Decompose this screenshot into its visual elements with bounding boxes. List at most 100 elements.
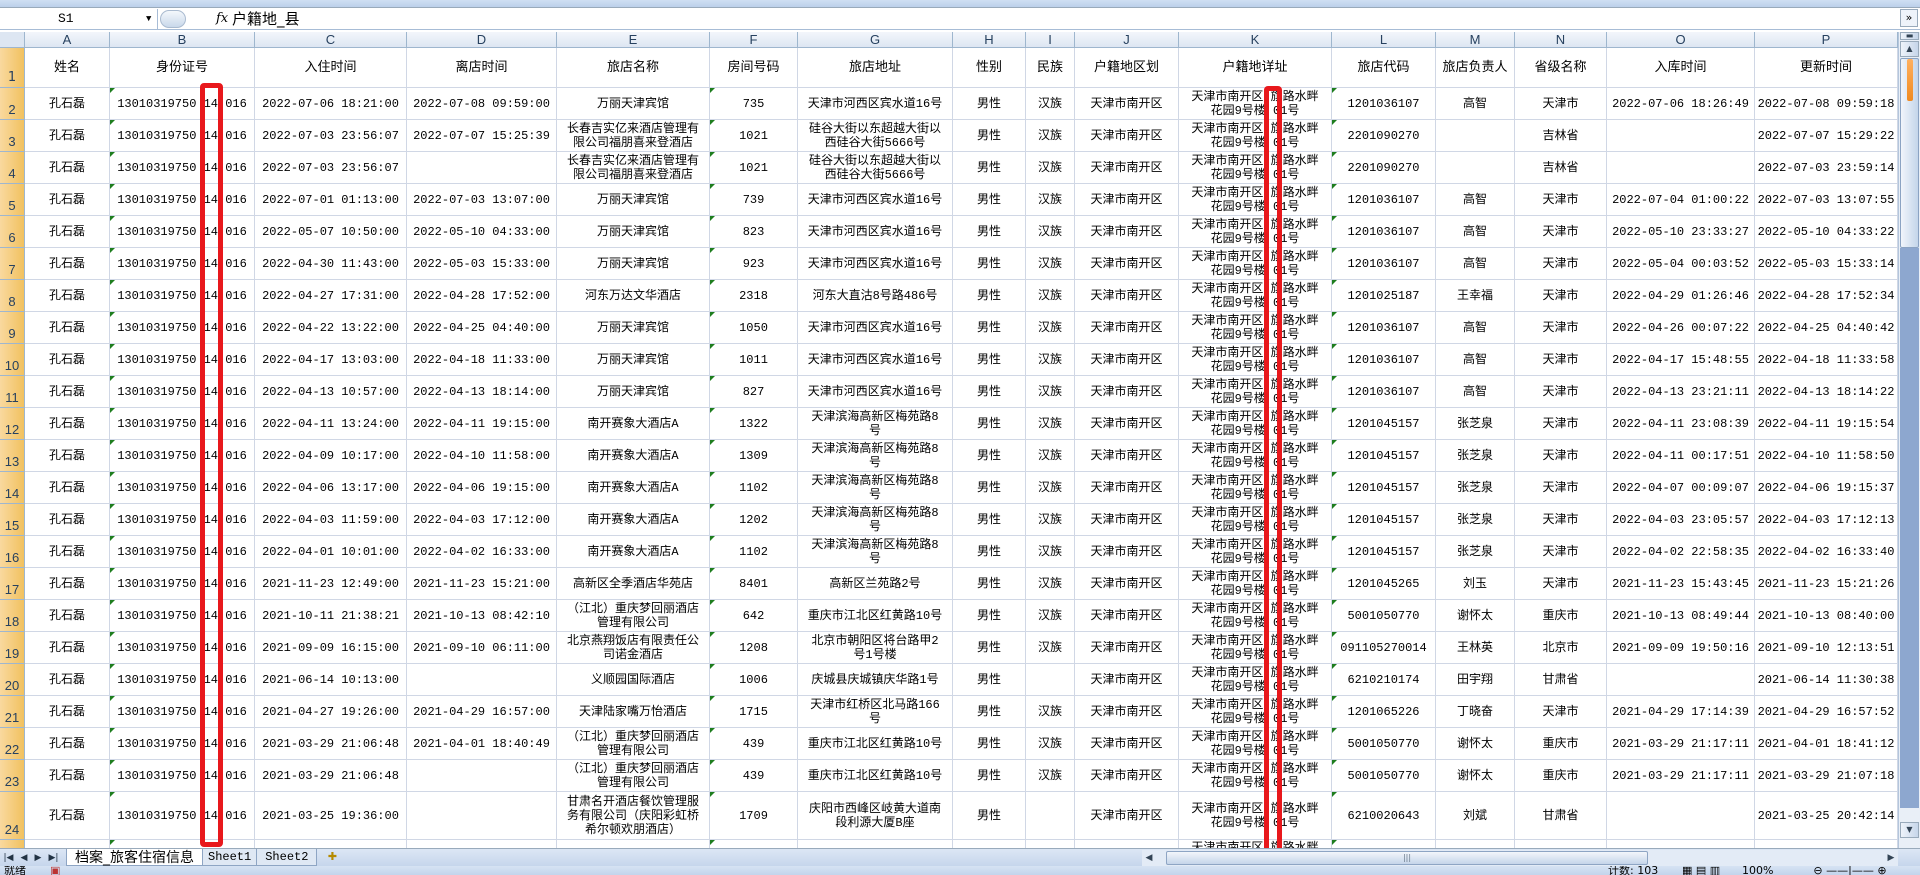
cell[interactable]: 天津市 xyxy=(1515,376,1607,408)
cell[interactable]: 5001050770 xyxy=(1332,760,1436,792)
cell[interactable]: 孔石磊 xyxy=(25,440,110,472)
cell[interactable]: 天津市南开区 xyxy=(1075,536,1179,568)
cell[interactable] xyxy=(1026,664,1075,696)
cell[interactable]: 2318 xyxy=(710,280,798,312)
cell[interactable] xyxy=(255,840,407,848)
cell[interactable]: 1201036107 xyxy=(1332,376,1436,408)
cell[interactable]: 天津市河西区宾水道16号 xyxy=(798,376,953,408)
row-header[interactable]: 15 xyxy=(0,504,25,536)
cell[interactable]: 男性 xyxy=(953,760,1026,792)
cell[interactable]: 天津市南开区 xyxy=(1075,792,1179,840)
cell[interactable]: 天津市河西区宾水道16号 xyxy=(798,184,953,216)
cell[interactable]: 男性 xyxy=(953,728,1026,760)
cell[interactable]: 张芝泉 xyxy=(1436,504,1515,536)
cell[interactable]: 男性 xyxy=(953,536,1026,568)
cell[interactable]: 孔石磊 xyxy=(25,536,110,568)
cell[interactable]: 义顺园国际酒店 xyxy=(557,664,710,696)
cell[interactable]: 13010319750 14 016 xyxy=(110,312,255,344)
row-header[interactable]: 9 xyxy=(0,312,25,344)
row-header[interactable]: 12 xyxy=(0,408,25,440)
cell[interactable]: 2021-04-27 19:26:00 xyxy=(255,696,407,728)
cell[interactable]: 男性 xyxy=(953,376,1026,408)
cell[interactable]: 天津市南开区 xyxy=(1075,248,1179,280)
cell[interactable]: 1201045157 xyxy=(1332,408,1436,440)
cell[interactable]: 2022-04-13 18:14:22 xyxy=(1755,376,1898,408)
cell[interactable]: 天津市南开区 旗路水畔花园9号楼 01号 xyxy=(1179,632,1332,664)
cell[interactable]: 2022-04-26 00:07:22 xyxy=(1607,312,1755,344)
cell[interactable]: 高智 xyxy=(1436,312,1515,344)
macro-record-icon[interactable]: ▣ xyxy=(50,866,61,875)
column-header-c[interactable]: C xyxy=(255,32,407,48)
cell[interactable]: 2021-09-09 19:50:16 xyxy=(1607,632,1755,664)
cell[interactable]: 男性 xyxy=(953,88,1026,120)
cell[interactable]: 天津市南开区 xyxy=(1075,280,1179,312)
cell[interactable]: 1202 xyxy=(710,504,798,536)
cell[interactable]: 高智 xyxy=(1436,376,1515,408)
cell[interactable]: 孔石磊 xyxy=(25,696,110,728)
cell[interactable]: 2022-05-10 23:33:27 xyxy=(1607,216,1755,248)
cell[interactable]: 孔石磊 xyxy=(25,568,110,600)
cell[interactable] xyxy=(110,840,255,848)
cell[interactable]: 1709 xyxy=(710,792,798,840)
cell[interactable]: 天津市 xyxy=(1515,408,1607,440)
cell[interactable]: 男性 xyxy=(953,280,1026,312)
cell[interactable]: 2022-04-30 11:43:00 xyxy=(255,248,407,280)
cell[interactable]: 6210210174 xyxy=(1332,664,1436,696)
cell[interactable]: 2021-04-01 18:41:12 xyxy=(1755,728,1898,760)
cell[interactable]: 1006 xyxy=(710,664,798,696)
cell[interactable] xyxy=(1436,840,1515,848)
cell[interactable]: 重庆市 xyxy=(1515,728,1607,760)
column-header-i[interactable]: I xyxy=(1026,32,1075,48)
cell[interactable]: 天津市南开区 旗路水畔花园9号楼 01号 xyxy=(1179,664,1332,696)
cell[interactable]: 汉族 xyxy=(1026,376,1075,408)
row-header[interactable]: 16 xyxy=(0,536,25,568)
scroll-up-icon[interactable]: ▲ xyxy=(1900,41,1919,57)
cell[interactable]: 南开赛象大酒店A xyxy=(557,472,710,504)
last-sheet-icon[interactable]: ▶| xyxy=(48,852,59,863)
cell[interactable]: 长春吉实亿来酒店管理有限公司福朋喜来登酒店 xyxy=(557,152,710,184)
header-cell[interactable]: 旅店名称 xyxy=(557,48,710,88)
cell[interactable]: 孔石磊 xyxy=(25,408,110,440)
cell[interactable]: 天津市南开区 旗路水畔花园9号楼 01号 xyxy=(1179,440,1332,472)
cell[interactable]: 天津市南开区 旗路水畔花园9号楼 01号 xyxy=(1179,248,1332,280)
cell[interactable]: 天津陆家嘴万怡酒店 xyxy=(557,696,710,728)
cell[interactable]: 高新区兰苑路2号 xyxy=(798,568,953,600)
cell[interactable]: 重庆市江北区红黄路10号 xyxy=(798,760,953,792)
cell[interactable]: 1201036107 xyxy=(1332,248,1436,280)
cell[interactable]: 男性 xyxy=(953,632,1026,664)
cell[interactable]: 2022-04-03 17:12:00 xyxy=(407,504,557,536)
cell[interactable] xyxy=(798,840,953,848)
cell[interactable]: 汉族 xyxy=(1026,568,1075,600)
cell[interactable]: 硅谷大街以东超越大街以西硅谷大街5666号 xyxy=(798,152,953,184)
cell[interactable]: 天津市 xyxy=(1515,536,1607,568)
cell[interactable]: 2021-04-29 16:57:00 xyxy=(407,696,557,728)
cell[interactable]: 2021-04-29 16:57:52 xyxy=(1755,696,1898,728)
column-header-n[interactable]: N xyxy=(1515,32,1607,48)
cell[interactable]: 2022-07-06 18:26:49 xyxy=(1607,88,1755,120)
cell[interactable]: 吉林省 xyxy=(1515,152,1607,184)
row-header[interactable]: 8 xyxy=(0,280,25,312)
row-header[interactable]: 17 xyxy=(0,568,25,600)
cell[interactable]: 13010319750 14 016 xyxy=(110,152,255,184)
cell[interactable]: 孔石磊 xyxy=(25,312,110,344)
cell[interactable]: 2022-07-08 09:59:00 xyxy=(407,88,557,120)
cell[interactable]: 张芝泉 xyxy=(1436,408,1515,440)
cell[interactable]: 13010319750 14 016 xyxy=(110,664,255,696)
cell[interactable]: 天津市 xyxy=(1515,312,1607,344)
cell[interactable]: 1021 xyxy=(710,152,798,184)
cell[interactable] xyxy=(1332,840,1436,848)
cell[interactable]: 1021 xyxy=(710,120,798,152)
row-header[interactable] xyxy=(0,840,25,848)
cell[interactable]: 万丽天津宾馆 xyxy=(557,312,710,344)
cell[interactable]: 天津市南开区 xyxy=(1075,568,1179,600)
cell[interactable]: 男性 xyxy=(953,248,1026,280)
cell[interactable]: 2022-04-25 04:40:00 xyxy=(407,312,557,344)
cell[interactable]: 天津市南开区 xyxy=(1075,472,1179,504)
cell[interactable]: 2022-04-01 10:01:00 xyxy=(255,536,407,568)
scroll-track[interactable] xyxy=(1900,248,1919,808)
cell[interactable]: 天津市南开区 xyxy=(1075,312,1179,344)
cell[interactable]: 923 xyxy=(710,248,798,280)
cell[interactable] xyxy=(407,664,557,696)
cell[interactable]: 1715 xyxy=(710,696,798,728)
header-cell[interactable]: 省级名称 xyxy=(1515,48,1607,88)
